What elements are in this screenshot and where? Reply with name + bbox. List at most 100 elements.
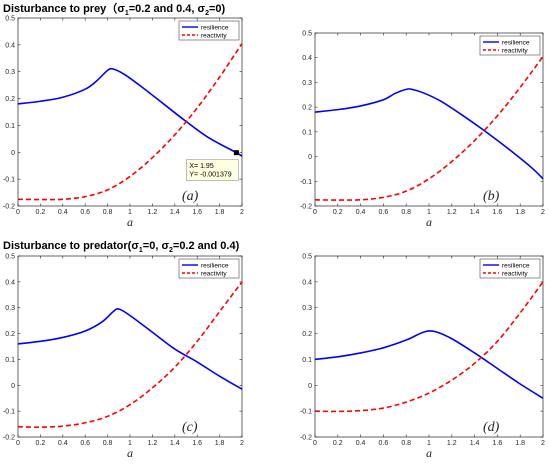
y-tick-label: 0 [11, 150, 15, 157]
panel-label: (b) [483, 189, 500, 204]
x-tick-label: 0.4 [356, 440, 366, 447]
x-tick-label: 0.4 [58, 440, 68, 447]
panel-label: (d) [483, 420, 500, 435]
chart-panel-4: 0 0.2 0.4 0.6 0.8 1 1.2 1.4 1.6 1.8 2 -0.2 -0.1 0 0.1 0… [300, 254, 545, 461]
series-line-resilience [17, 67, 243, 157]
x-tick-label: 2 [240, 440, 244, 447]
y-tick-label: 0 [308, 383, 312, 390]
x-tick-label: 1.2 [148, 440, 158, 447]
x-tick-label: 1.2 [447, 209, 457, 216]
x-tick-label: 0 [313, 440, 317, 447]
series-line-reactivity [314, 281, 544, 413]
series-line-resilience [17, 308, 243, 390]
y-tick-label: -0.1 [300, 409, 312, 416]
x-tick-label: 0.6 [80, 440, 90, 447]
x-tick-label: 1 [128, 440, 132, 447]
x-tick-label: 1 [128, 209, 132, 216]
chart-panel-1: 0 0.2 0.4 0.6 0.8 1 1.2 1.4 1.6 1.8 2 -0.2 -0.1 0 0.1 0… [3, 2, 244, 229]
y-tick-label: 0.5 [5, 254, 15, 261]
x-tick-label: 1.2 [447, 440, 457, 447]
y-tick-label: 0.3 [302, 80, 312, 87]
y-tick-label: -0.2 [3, 204, 15, 211]
x-tick-label: 2 [541, 440, 545, 447]
y-tick-label: 0.4 [5, 42, 15, 49]
series-line-resilience [314, 330, 544, 399]
y-tick-label: 0.2 [5, 96, 15, 103]
series-line-reactivity [17, 281, 243, 428]
x-axis-label: a [127, 446, 133, 460]
chart-title: Disturbance to prey（σ1=0.2 and 0.4, σ2=0… [3, 2, 226, 17]
data-tip-marker[interactable] [233, 150, 239, 156]
x-tick-label: 0 [313, 209, 317, 216]
y-tick-label: 0.2 [5, 331, 15, 338]
legend-entry: reactivity [502, 47, 528, 54]
x-tick-label: 0.8 [401, 209, 411, 216]
legend-entry: resilience [201, 24, 229, 31]
x-tick-label: 0.6 [379, 440, 389, 447]
data-tip[interactable]: X= 1.95 Y= -0.001379 [186, 150, 239, 181]
x-tick-label: 1.4 [170, 440, 180, 447]
y-tick-label: 0.3 [5, 305, 15, 312]
y-tick-label: -0.2 [3, 435, 15, 442]
x-tick-label: 2 [240, 209, 244, 216]
chart-panel-2: 0 0.2 0.4 0.6 0.8 1 1.2 1.4 1.6 1.8 2 -0.2 -0.1 0 0.1 0… [300, 31, 545, 230]
x-tick-label: 1.6 [192, 440, 202, 447]
y-tick-label: 0.1 [302, 357, 312, 364]
x-tick-label: 1.8 [515, 440, 525, 447]
legend-entry: resilience [502, 39, 530, 46]
data-tip-x: X= 1.95 [189, 163, 213, 170]
y-tick-label: 0.5 [302, 31, 312, 38]
y-tick-label: -0.1 [300, 179, 312, 186]
x-axis-label: a [426, 446, 432, 460]
legend-entry: resilience [201, 262, 229, 269]
y-tick-label: -0.2 [300, 435, 312, 442]
x-tick-label: 2 [541, 209, 545, 216]
panel-label: (a) [182, 189, 199, 204]
x-tick-label: 1.8 [515, 209, 525, 216]
y-tick-label: 0.5 [302, 254, 312, 261]
y-tick-label: 0.3 [5, 69, 15, 76]
legend-entry: resilience [502, 262, 530, 269]
y-tick-label: -0.1 [3, 177, 15, 184]
x-tick-label: 1.8 [215, 440, 225, 447]
x-tick-label: 1 [427, 209, 431, 216]
y-tick-label: 0 [11, 383, 15, 390]
y-tick-label: 0.4 [302, 55, 312, 62]
y-tick-label: 0.4 [5, 279, 15, 286]
x-tick-label: 1.4 [470, 209, 480, 216]
y-tick-label: 0.2 [302, 105, 312, 112]
x-tick-label: 1.6 [493, 440, 503, 447]
x-tick-label: 1.6 [493, 209, 503, 216]
x-tick-label: 0.8 [103, 209, 113, 216]
x-tick-label: 0.2 [36, 209, 46, 216]
x-tick-label: 0.2 [36, 440, 46, 447]
y-tick-label: 0 [308, 154, 312, 161]
y-tick-label: 0.2 [302, 331, 312, 338]
plot-area [17, 255, 243, 438]
series-line-resilience [314, 88, 544, 180]
x-tick-label: 0 [16, 440, 20, 447]
y-tick-label: 0.3 [302, 305, 312, 312]
x-tick-label: 0.4 [356, 209, 366, 216]
chart-panel-3: 0 0.2 0.4 0.6 0.8 1 1.2 1.4 1.6 1.8 2 -0.2 -0.1 0 0.1 0… [3, 240, 244, 460]
y-tick-label: 0.1 [302, 129, 312, 136]
y-tick-label: 0.5 [5, 16, 15, 23]
x-tick-label: 0.6 [80, 209, 90, 216]
x-tick-label: 0.4 [58, 209, 68, 216]
x-axis-label: a [127, 215, 133, 229]
x-axis-label: a [426, 215, 432, 229]
legend-entry: reactivity [201, 270, 227, 277]
x-tick-label: 1.4 [170, 209, 180, 216]
y-tick-label: -0.1 [3, 409, 15, 416]
legend-entry: reactivity [502, 270, 528, 277]
data-tip-y: Y= -0.001379 [189, 172, 231, 179]
chart-title: Disturbance to predator(σ1=0, σ2=0.2 and… [3, 240, 240, 254]
x-tick-label: 0.2 [333, 440, 343, 447]
legend-entry: reactivity [201, 32, 227, 39]
y-tick-label: 0.1 [5, 357, 15, 364]
x-tick-label: 0 [16, 209, 20, 216]
plot-area [314, 255, 544, 438]
